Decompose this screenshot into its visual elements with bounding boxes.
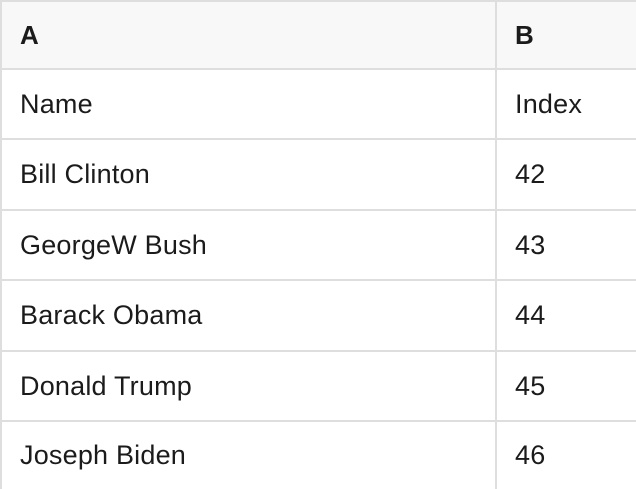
cell-a3-value: GeorgeW Bush (20, 229, 207, 260)
cell-a6[interactable]: Joseph Biden (2, 422, 497, 489)
column-header-b[interactable]: B (497, 2, 636, 70)
column-header-a[interactable]: A (2, 2, 497, 70)
cell-b1-value: Index (515, 88, 583, 119)
cell-b2[interactable]: 42 (497, 140, 636, 211)
cell-a1-value: Name (20, 88, 93, 119)
cell-a1[interactable]: Name (2, 70, 497, 140)
cell-b6-value: 46 (515, 440, 546, 470)
cell-a2-value: Bill Clinton (20, 159, 150, 189)
cell-b4-value: 44 (515, 300, 546, 330)
cell-a6-value: Joseph Biden (20, 440, 187, 470)
cell-b5[interactable]: 45 (497, 352, 636, 422)
cell-b1[interactable]: Index (497, 70, 636, 140)
cell-a3[interactable]: GeorgeW Bush (2, 211, 497, 281)
cell-a4[interactable]: Barack Obama (2, 281, 497, 352)
column-header-a-label: A (20, 19, 39, 50)
cell-b2-value: 42 (515, 159, 546, 189)
cell-a2[interactable]: Bill Clinton (2, 140, 497, 211)
cell-a5-value: Donald Trump (20, 370, 192, 401)
cell-b5-value: 45 (515, 370, 546, 401)
cell-a4-value: Barack Obama (20, 300, 203, 330)
cell-b6[interactable]: 46 (497, 422, 636, 489)
cell-a5[interactable]: Donald Trump (2, 352, 497, 422)
cell-b3[interactable]: 43 (497, 211, 636, 281)
column-header-b-label: B (515, 19, 534, 50)
cell-b3-value: 43 (515, 229, 546, 260)
cell-b4[interactable]: 44 (497, 281, 636, 352)
